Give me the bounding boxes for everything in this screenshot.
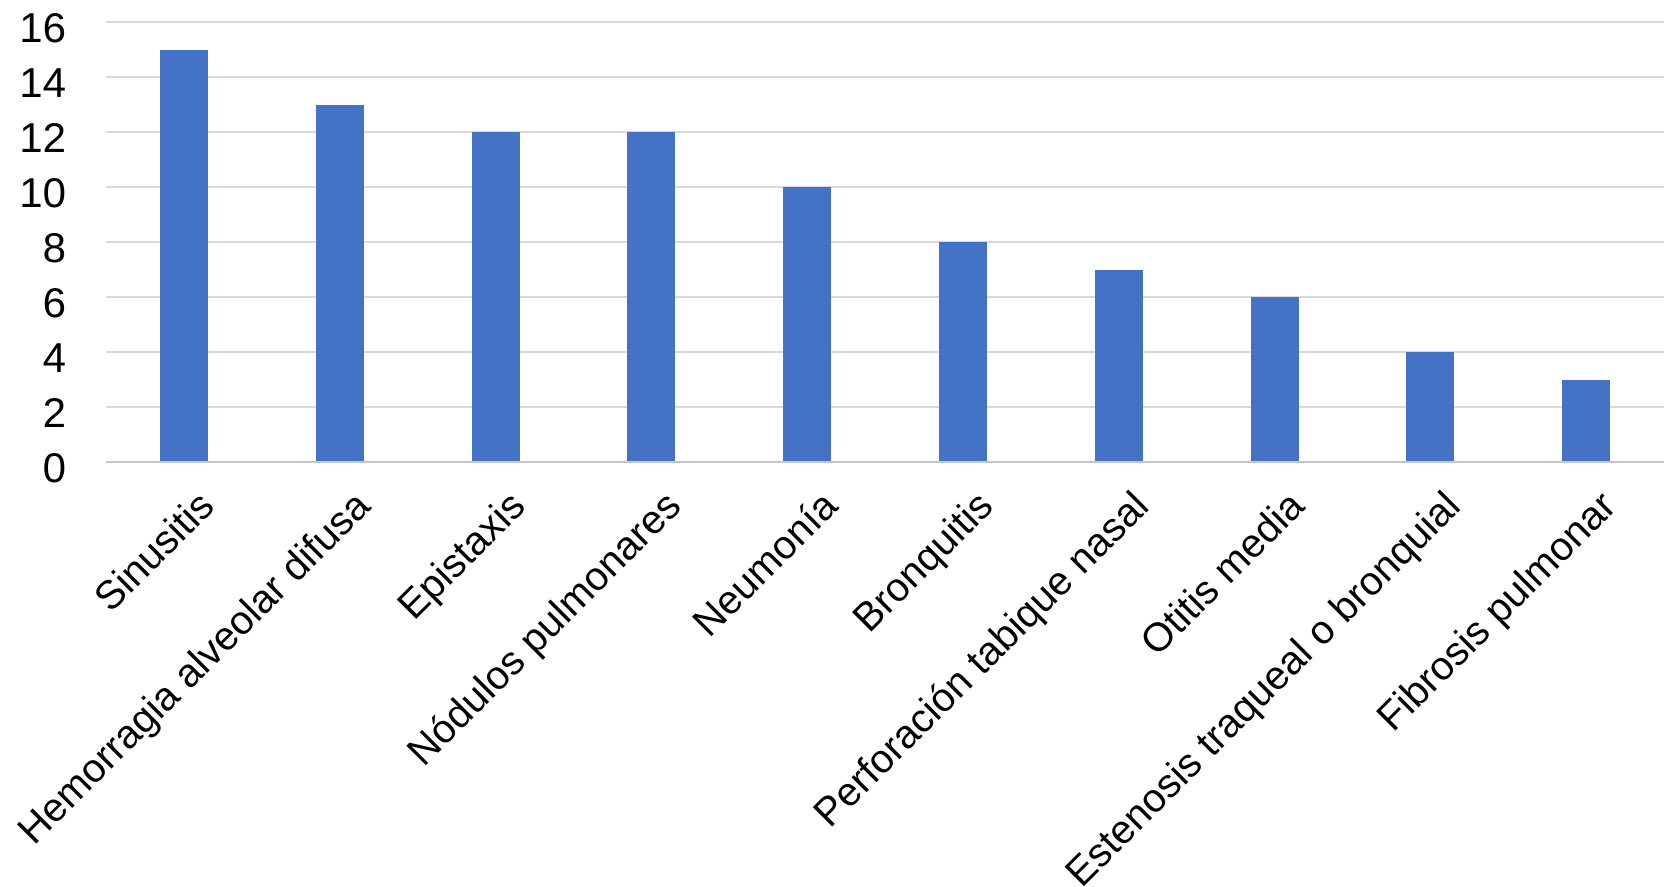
bar	[1250, 297, 1299, 462]
y-axis-tick-label: 14	[19, 59, 66, 106]
gridline	[106, 76, 1664, 78]
y-axis-tick-label: 16	[19, 4, 66, 51]
bar	[1094, 269, 1143, 462]
bar	[159, 49, 208, 462]
x-axis-category-label: Neumonía	[683, 483, 846, 645]
x-axis-category-label: Perforación tabique nasal	[805, 483, 1158, 836]
y-axis-tick-label: 12	[19, 114, 66, 161]
bar	[315, 104, 364, 462]
bar	[938, 242, 987, 462]
gridline	[106, 131, 1664, 133]
x-axis-category-label: Sinusitis	[85, 483, 223, 620]
gridline	[106, 296, 1664, 298]
x-axis-category-label: Nódulos pulmonares	[399, 483, 690, 774]
x-axis-category-label: Bronquitis	[844, 483, 1002, 641]
y-axis-tick-label: 10	[19, 169, 66, 216]
bar	[783, 187, 832, 462]
bar	[1406, 352, 1455, 462]
gridline	[106, 186, 1664, 188]
y-axis-tick-label: 2	[42, 389, 66, 436]
y-axis-tick-label: 6	[42, 279, 66, 326]
x-axis-category-label: Epistaxis	[389, 483, 534, 628]
bar	[471, 132, 520, 462]
gridline	[106, 351, 1664, 353]
bar	[627, 132, 676, 462]
x-axis-line	[106, 461, 1664, 463]
bar	[1562, 379, 1611, 462]
gridline	[106, 406, 1664, 408]
y-axis-tick-label: 8	[42, 224, 66, 271]
gridline	[106, 21, 1664, 23]
y-axis-tick-label: 4	[42, 334, 66, 381]
y-axis-tick-label: 0	[42, 444, 66, 491]
gridline	[106, 241, 1664, 243]
